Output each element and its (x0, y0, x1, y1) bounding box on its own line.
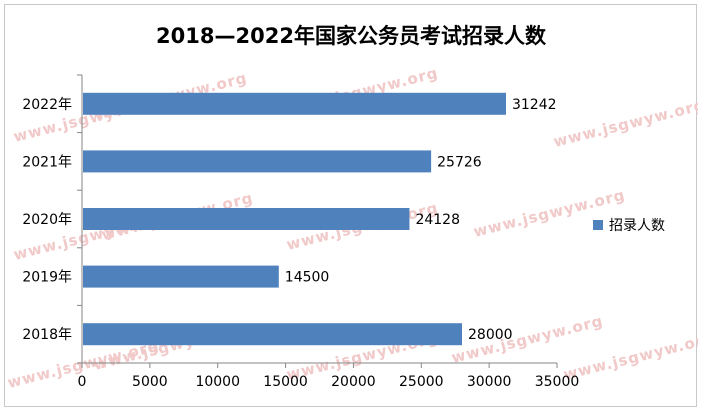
x-tick-label: 20000 (331, 374, 376, 390)
y-tick-label: 2018年 (22, 327, 72, 343)
plot-area: 0 5000 10000 15000 20000 25000 30000 35000 2022年… (22, 74, 580, 390)
data-label: 24128 (415, 212, 460, 228)
x-tick-label: 5000 (132, 374, 168, 390)
chart-title: 2018—2022年国家公务员考试招录人数 (156, 24, 547, 48)
x-tick-label: 35000 (535, 374, 580, 390)
y-tick-label: 2020年 (22, 212, 72, 228)
bar (83, 265, 279, 288)
chart-frame: www.jsgwyw.org www.jsgwyw.org www.jsgwyw.o… (4, 4, 698, 407)
watermark-text: www.jsgwyw.org (552, 96, 698, 151)
bar (83, 323, 462, 346)
bar (83, 150, 432, 173)
y-tick-label: 2022年 (22, 97, 72, 113)
data-label: 14500 (285, 270, 330, 286)
bar (83, 92, 506, 115)
legend: 招录人数 (593, 218, 665, 234)
watermark-text: www.jsgwyw.org (472, 186, 628, 241)
x-tick-label: 15000 (263, 374, 308, 390)
x-tick-label: 0 (78, 374, 87, 390)
x-tick-label: 10000 (195, 374, 240, 390)
y-tick-label: 2019年 (22, 270, 72, 286)
legend-swatch (593, 220, 603, 230)
bar (83, 208, 410, 230)
legend-label: 招录人数 (609, 218, 665, 234)
watermark-text: www.jsgwyw.org (562, 329, 698, 384)
data-label: 28000 (468, 327, 513, 343)
x-tick-label: 30000 (467, 374, 512, 390)
y-tick-label: 2021年 (22, 154, 72, 170)
x-tick-label: 25000 (399, 374, 444, 390)
data-label: 31242 (512, 97, 557, 113)
data-label: 25726 (437, 154, 482, 170)
bar-chart: www.jsgwyw.org www.jsgwyw.org www.jsgwyw.o… (6, 24, 698, 392)
